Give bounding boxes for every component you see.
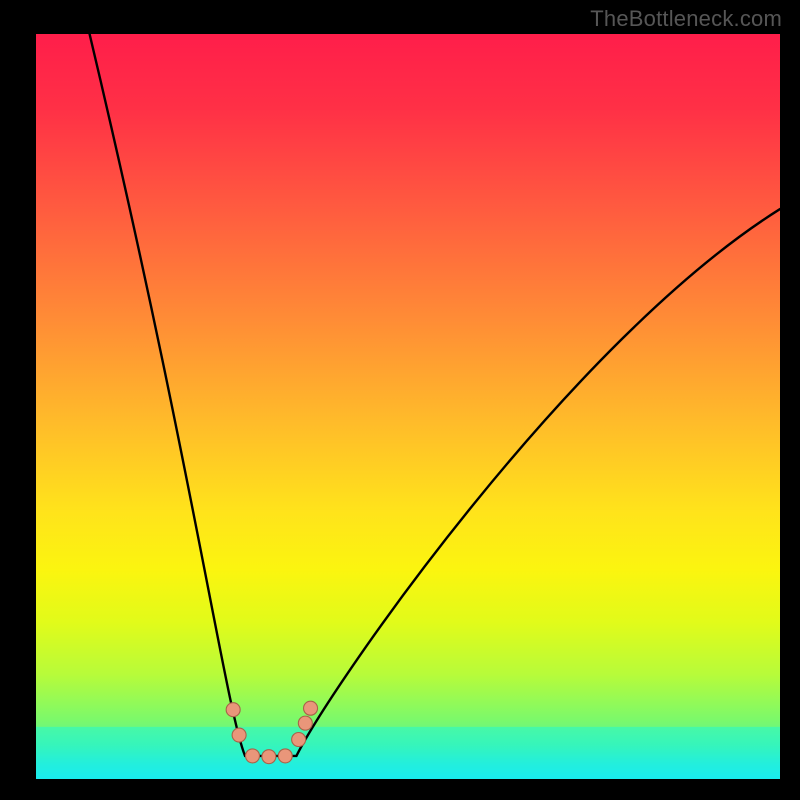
data-marker <box>226 703 240 717</box>
watermark-label: TheBottleneck.com <box>590 6 782 32</box>
gradient-background <box>36 34 780 779</box>
data-marker <box>232 728 246 742</box>
chart-container: TheBottleneck.com <box>0 0 800 800</box>
plot-svg <box>36 34 780 779</box>
data-marker <box>292 733 306 747</box>
data-marker <box>298 716 312 730</box>
green-band <box>36 727 780 779</box>
data-marker <box>304 701 318 715</box>
data-marker <box>262 750 276 764</box>
data-marker <box>246 749 260 763</box>
data-marker <box>278 749 292 763</box>
